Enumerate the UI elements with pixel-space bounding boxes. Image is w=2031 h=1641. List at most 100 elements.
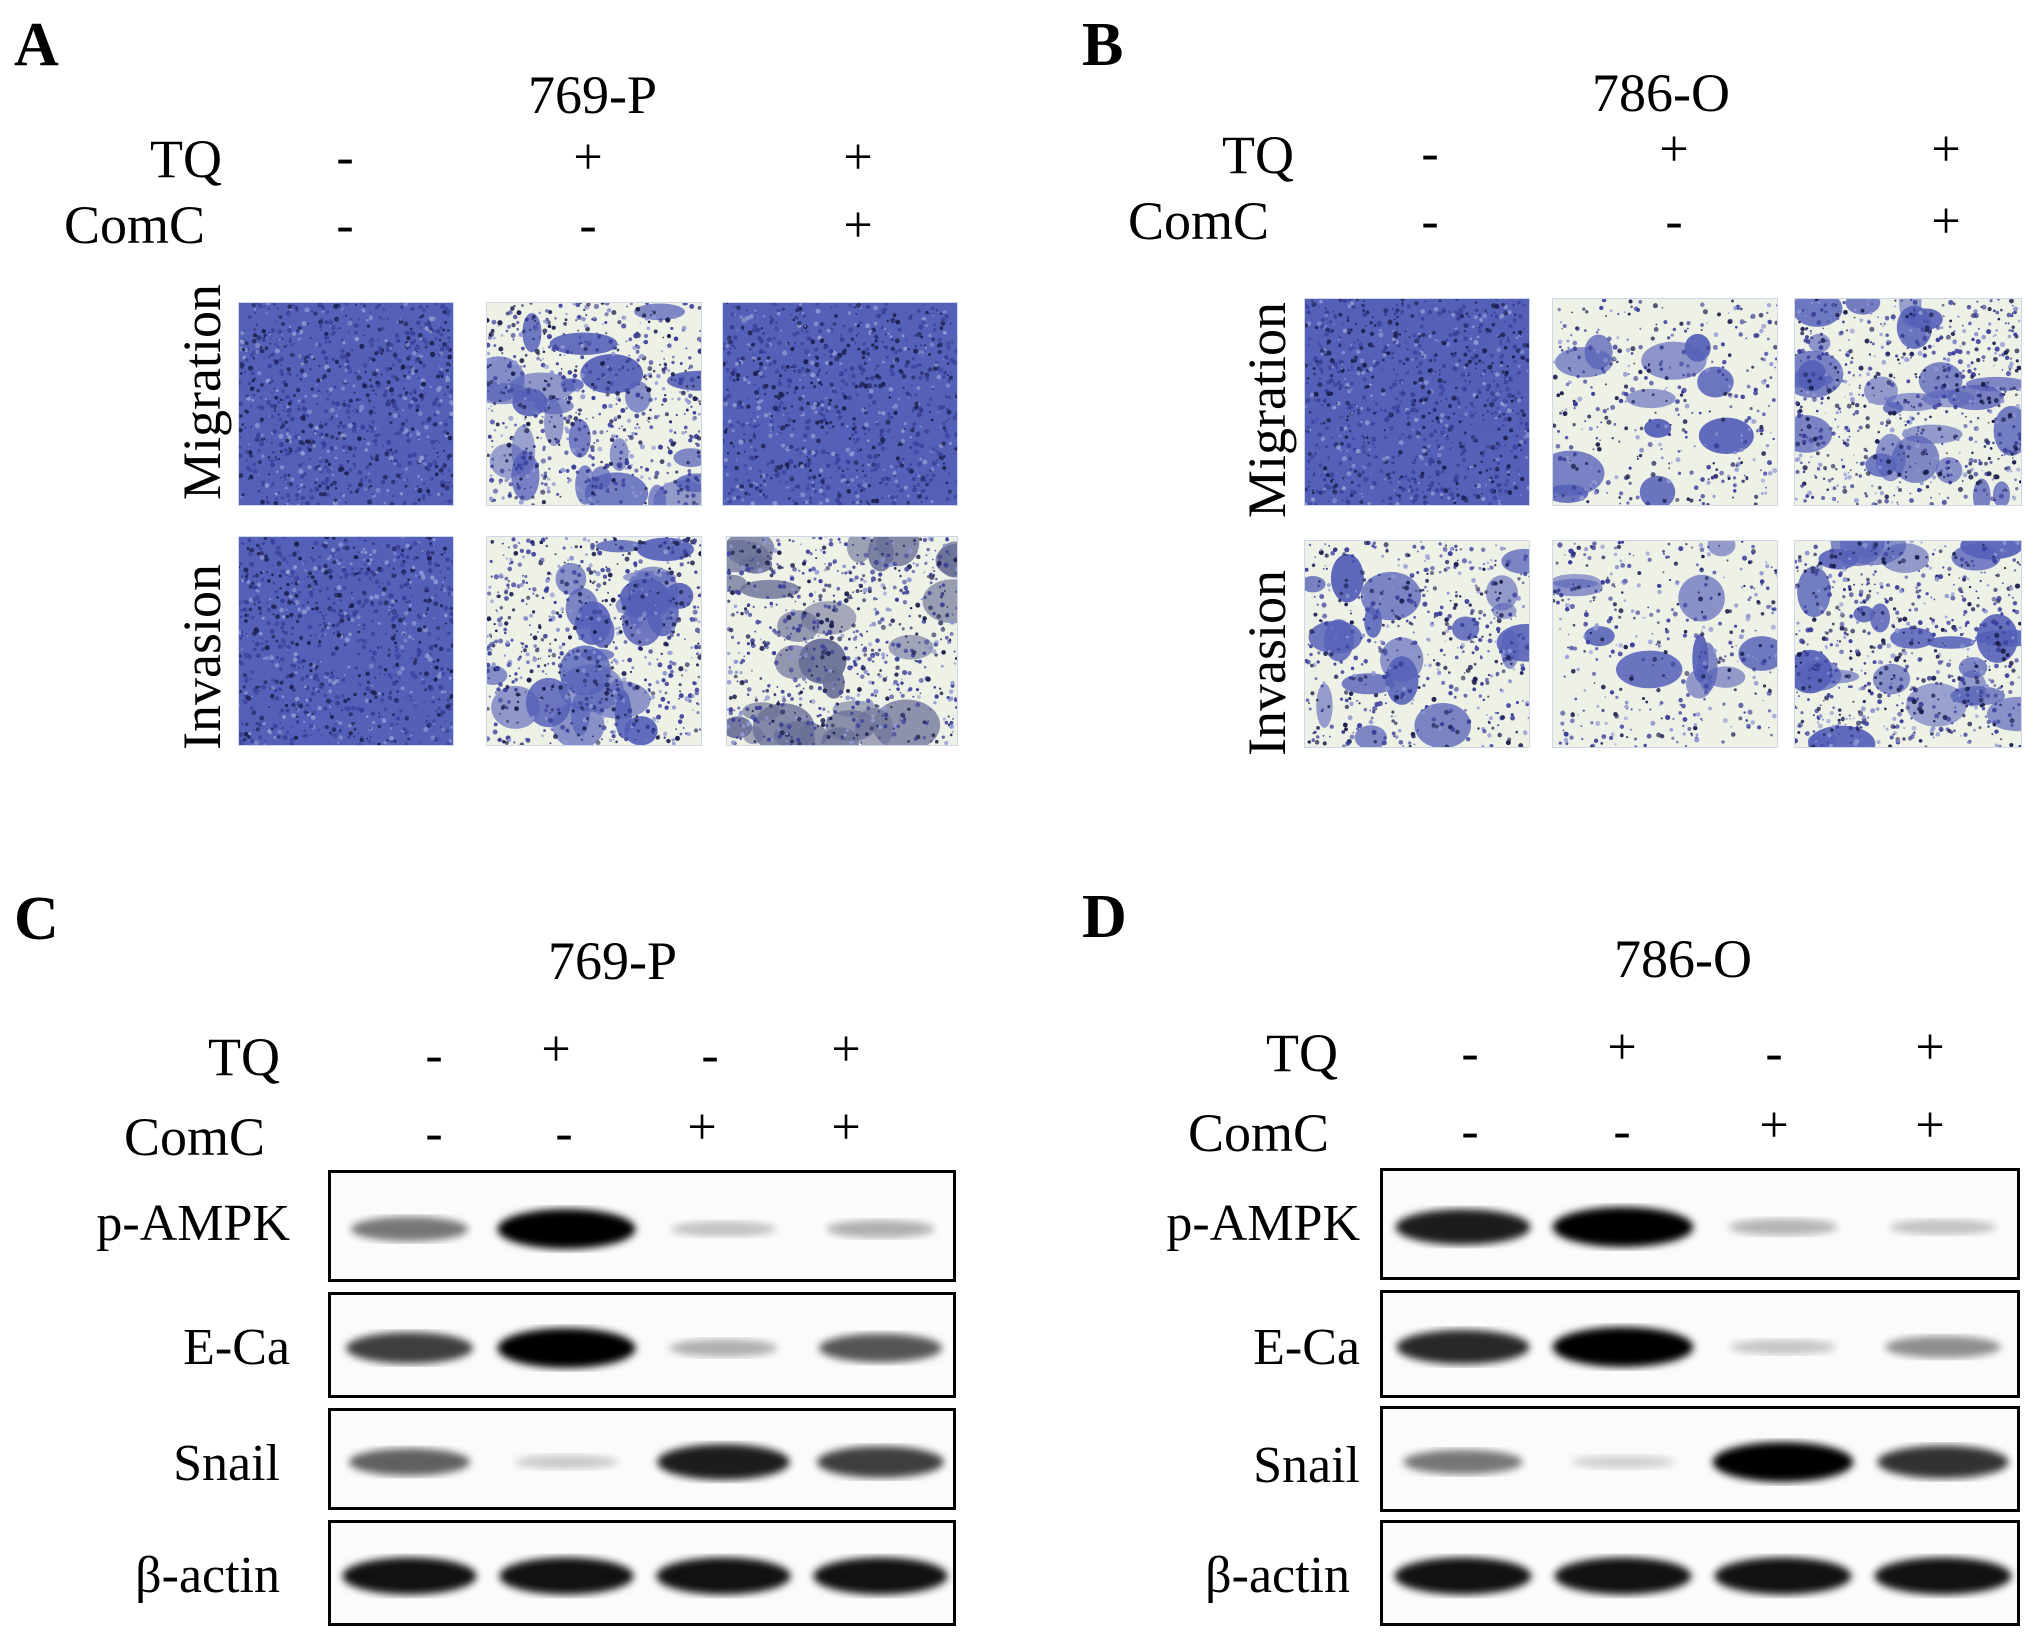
panel-d-tq-label: TQ	[1266, 1023, 1338, 1083]
blot-band	[1552, 1207, 1694, 1247]
panel-d-comc-label: ComC	[1188, 1103, 1330, 1163]
panel-c-comc-2: -	[555, 1105, 573, 1162]
blot-band	[1554, 1557, 1692, 1595]
micrograph	[238, 536, 454, 746]
panel-a-row-label-migration: Migration	[172, 284, 232, 500]
blot-band	[1395, 1209, 1531, 1245]
blot-label: p-AMPK	[1166, 1195, 1360, 1252]
blot-band	[670, 1221, 777, 1237]
blot-band	[1712, 1442, 1854, 1482]
panel-d-tq-3: -	[1765, 1025, 1783, 1082]
panel-d-tq-2: +	[1607, 1019, 1637, 1076]
blot-band	[817, 1446, 944, 1478]
micrograph	[1304, 298, 1530, 506]
panel-d-tq-4: +	[1915, 1019, 1945, 1076]
panel-letter-d: D	[1082, 883, 1127, 951]
panel-d-comc-1: -	[1461, 1103, 1479, 1160]
blot-band	[1728, 1218, 1838, 1236]
blot-label: p-AMPK	[96, 1195, 290, 1252]
blot-band	[1714, 1557, 1852, 1595]
blot-band	[818, 1333, 943, 1363]
micrograph	[1304, 540, 1530, 748]
panel-c-cell-line: 769-P	[548, 931, 678, 991]
panel-a-tq-3: +	[843, 129, 873, 186]
western-blot-strip	[1380, 1290, 2020, 1398]
panel-a-comc-label: ComC	[64, 195, 206, 255]
blot-band	[497, 1209, 636, 1249]
blot-band	[1403, 1449, 1523, 1475]
blot-band	[514, 1454, 619, 1470]
panel-c-tq-2: +	[541, 1021, 571, 1078]
blot-band	[1885, 1336, 2001, 1358]
blot-band	[826, 1220, 935, 1238]
panel-a-comc-1: -	[336, 197, 354, 254]
blot-label: Snail	[1253, 1437, 1360, 1494]
panel-a-tq-2: +	[573, 129, 603, 186]
panel-b-comc-3: +	[1931, 193, 1961, 250]
blot-band	[1877, 1445, 2009, 1479]
western-blot-strip	[328, 1520, 956, 1626]
micrograph	[238, 302, 454, 506]
panel-c-tq-3: -	[701, 1027, 719, 1084]
blot-label: E-Ca	[183, 1319, 290, 1376]
blot-label: β-actin	[1205, 1547, 1350, 1604]
panel-b-tq-2: +	[1659, 121, 1689, 178]
panel-b-row-label-migration: Migration	[1237, 302, 1297, 518]
blot-band	[499, 1557, 634, 1595]
panel-b-comc-label: ComC	[1128, 191, 1270, 251]
panel-c-tq-label: TQ	[208, 1027, 280, 1087]
panel-letter-a: A	[14, 11, 59, 79]
blot-band	[1396, 1329, 1530, 1365]
panel-c-tq-1: -	[425, 1027, 443, 1084]
panel-b-comc-2: -	[1665, 193, 1683, 250]
western-blot-strip	[1380, 1520, 2020, 1626]
blot-band	[497, 1328, 636, 1368]
panel-c-tq-4: +	[831, 1021, 861, 1078]
panel-b-tq-label: TQ	[1222, 125, 1294, 185]
micrograph	[1552, 298, 1778, 506]
panel-a-tq-label: TQ	[150, 129, 222, 189]
panel-d-comc-2: -	[1613, 1103, 1631, 1160]
panel-b-row-label-invasion: Invasion	[1237, 570, 1297, 756]
western-blot-strip	[328, 1170, 956, 1282]
western-blot-strip	[328, 1408, 956, 1510]
panel-d-comc-3: +	[1759, 1097, 1789, 1154]
panel-a-comc-2: -	[579, 197, 597, 254]
panel-a-tq-1: -	[336, 129, 354, 186]
blot-band	[1729, 1339, 1837, 1355]
panel-b-comc-1: -	[1421, 193, 1439, 250]
micrograph	[1552, 540, 1778, 748]
panel-letter-b: B	[1082, 11, 1124, 79]
blot-band	[657, 1444, 790, 1480]
western-blot-strip	[1380, 1168, 2020, 1280]
micrograph	[486, 302, 702, 506]
micrograph	[1794, 298, 2022, 506]
panel-d-tq-1: -	[1461, 1025, 1479, 1082]
panel-letter-c: C	[14, 885, 59, 953]
blot-band	[1394, 1557, 1532, 1595]
panel-c-comc-4: +	[831, 1099, 861, 1156]
micrograph	[486, 536, 702, 746]
panel-b-tq-3: +	[1931, 121, 1961, 178]
blot-band	[1874, 1557, 2012, 1595]
blot-label: E-Ca	[1253, 1319, 1360, 1376]
micrograph	[1794, 540, 2022, 748]
blot-band	[1570, 1455, 1676, 1469]
panel-d-comc-4: +	[1915, 1097, 1945, 1154]
panel-c-comc-1: -	[425, 1105, 443, 1162]
panel-a-cell-line: 769-P	[528, 65, 658, 125]
blot-band	[346, 1332, 473, 1364]
micrograph	[726, 536, 958, 746]
panel-b-cell-line: 786-O	[1592, 63, 1730, 123]
panel-b-tq-1: -	[1421, 125, 1439, 182]
micrograph	[722, 302, 958, 506]
blot-band	[348, 1448, 471, 1476]
panel-c-comc-label: ComC	[124, 1107, 266, 1167]
western-blot-strip	[1380, 1406, 2020, 1512]
blot-band	[350, 1216, 469, 1242]
blot-band	[656, 1557, 791, 1595]
panel-a-comc-3: +	[843, 197, 873, 254]
panel-d-cell-line: 786-O	[1614, 929, 1752, 989]
panel-a-row-label-invasion: Invasion	[172, 564, 232, 750]
blot-band	[1889, 1219, 1997, 1235]
